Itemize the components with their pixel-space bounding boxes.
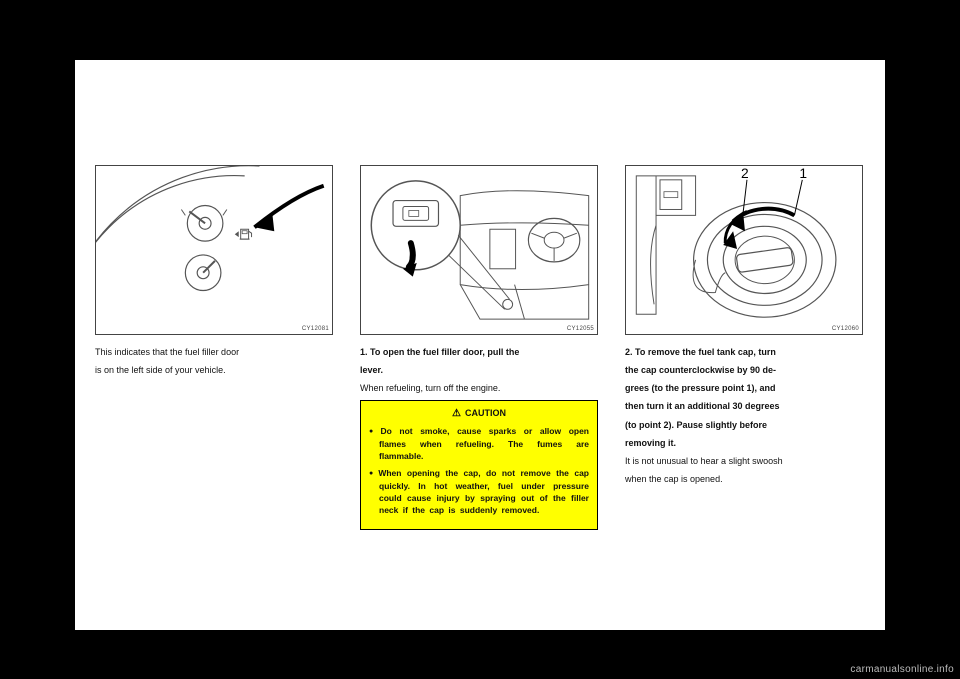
manual-page: CY12081	[75, 60, 885, 630]
col1-text-2: is on the left side of your vehicle.	[95, 364, 333, 376]
gauge-illustration	[96, 166, 332, 334]
caution-list: Do not smoke, cause sparks or allow open…	[369, 425, 589, 517]
col2-step-1b: lever.	[360, 364, 598, 376]
col3-step-2e: (to point 2). Pause slightly before	[625, 419, 863, 431]
figure-code: CY12055	[567, 326, 594, 332]
col3-step-2c: grees (to the pressure point 1), and	[625, 382, 863, 394]
col3-step-2a: 2. To remove the fuel tank cap, turn	[625, 346, 863, 358]
col2-step-1a: 1. To open the fuel filler door, pull th…	[360, 346, 598, 358]
watermark: carmanualsonline.info	[850, 664, 954, 675]
col3-step-2b: the cap counterclockwise by 90 de-	[625, 364, 863, 376]
column-1: This indicates that the fuel filler door…	[95, 346, 333, 382]
figure-fuel-door-lever: CY12055	[360, 165, 598, 335]
col3-step-2f: removing it.	[625, 437, 863, 449]
caution-item: Do not smoke, cause sparks or allow open…	[369, 425, 589, 463]
caution-box: CAUTION Do not smoke, cause sparks or al…	[360, 400, 598, 529]
fuel-cap-illustration: 1 2	[626, 166, 862, 334]
column-2: 1. To open the fuel filler door, pull th…	[360, 346, 598, 530]
figure-fuel-side-indicator: CY12081	[95, 165, 333, 335]
col3-note-2: when the cap is opened.	[625, 473, 863, 485]
figure-code: CY12081	[302, 326, 329, 332]
figure-code: CY12060	[832, 326, 859, 332]
cap-point-2-label: 2	[741, 166, 749, 181]
caution-item: When opening the cap, do not remove the …	[369, 467, 589, 517]
caution-title: CAUTION	[369, 407, 589, 421]
figure-fuel-cap: 1 2 CY12060	[625, 165, 863, 335]
col2-note: When refueling, turn off the engine.	[360, 382, 598, 394]
col3-step-2d: then turn it an additional 30 degrees	[625, 400, 863, 412]
cap-point-1-label: 1	[799, 166, 807, 181]
lever-illustration	[361, 166, 597, 334]
col3-note-1: It is not unusual to hear a slight swoos…	[625, 455, 863, 467]
page-content: CY12081	[75, 60, 885, 630]
col1-text-1: This indicates that the fuel filler door	[95, 346, 333, 358]
column-3: 2. To remove the fuel tank cap, turn the…	[625, 346, 863, 491]
